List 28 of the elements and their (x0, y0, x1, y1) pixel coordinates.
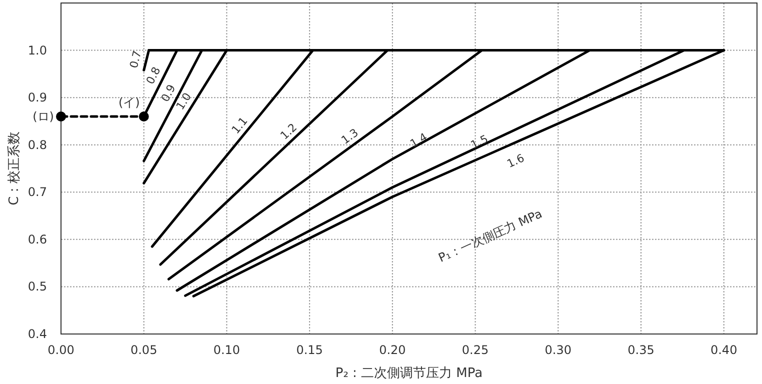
y-tick-label: 0.7 (28, 185, 47, 200)
y-tick-label: 0.4 (28, 327, 47, 341)
y-tick-label: 0.8 (28, 138, 47, 152)
text: 1.3 (338, 126, 361, 147)
x-tick-label: 0.35 (628, 343, 654, 357)
x-tick-label: 0.20 (379, 343, 406, 357)
text: 1.2 (278, 120, 300, 142)
text: 1.5 (468, 132, 490, 152)
x-tick-label: 0.30 (544, 343, 572, 357)
x-tick-label: 0.05 (130, 343, 158, 357)
y-tick-label: 0.5 (28, 280, 47, 294)
x-tick-label: 0.15 (296, 343, 323, 357)
text: 1.4 (408, 130, 430, 150)
text: 0.7 (127, 49, 144, 70)
text: 1.6 (504, 152, 526, 171)
annotation: (ロ) (32, 109, 54, 124)
x-tick-label: 0.10 (213, 343, 240, 357)
annotation: (イ) (118, 95, 140, 110)
y-tick-label: 1.0 (28, 43, 47, 58)
y-tick-label: 0.9 (28, 90, 47, 105)
x-tick-label: 0.25 (462, 343, 489, 357)
y-tick-label: 0.6 (28, 232, 47, 246)
y-axis-title: C : 校正系数 (7, 132, 22, 206)
x-tick-label: 0.40 (710, 343, 738, 357)
annotation: P₁ : 一次側圧力 MPa (436, 206, 544, 265)
x-axis-title: P₂ : 二次側调节压力 MPa (335, 366, 483, 381)
x-tick-label: 0.00 (48, 343, 74, 357)
text: 1.1 (229, 114, 250, 136)
